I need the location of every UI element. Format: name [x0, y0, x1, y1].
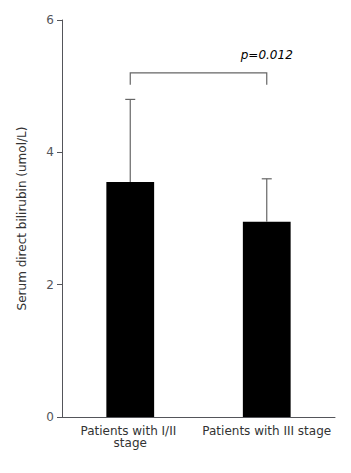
svg-text:Patients with I/II: Patients with I/II	[80, 424, 181, 438]
svg-text:Patients with III stage: Patients with III stage	[202, 424, 331, 438]
svg-text:4: 4	[46, 145, 54, 159]
svg-text:6: 6	[46, 13, 54, 27]
svg-text:p=0.012: p=0.012	[240, 48, 293, 62]
svg-text:2: 2	[46, 278, 54, 292]
svg-text:stage: stage	[114, 436, 147, 450]
svg-text:0: 0	[46, 410, 54, 424]
svg-text:Serum direct bilirubin (umol/L: Serum direct bilirubin (umol/L)	[15, 127, 29, 311]
